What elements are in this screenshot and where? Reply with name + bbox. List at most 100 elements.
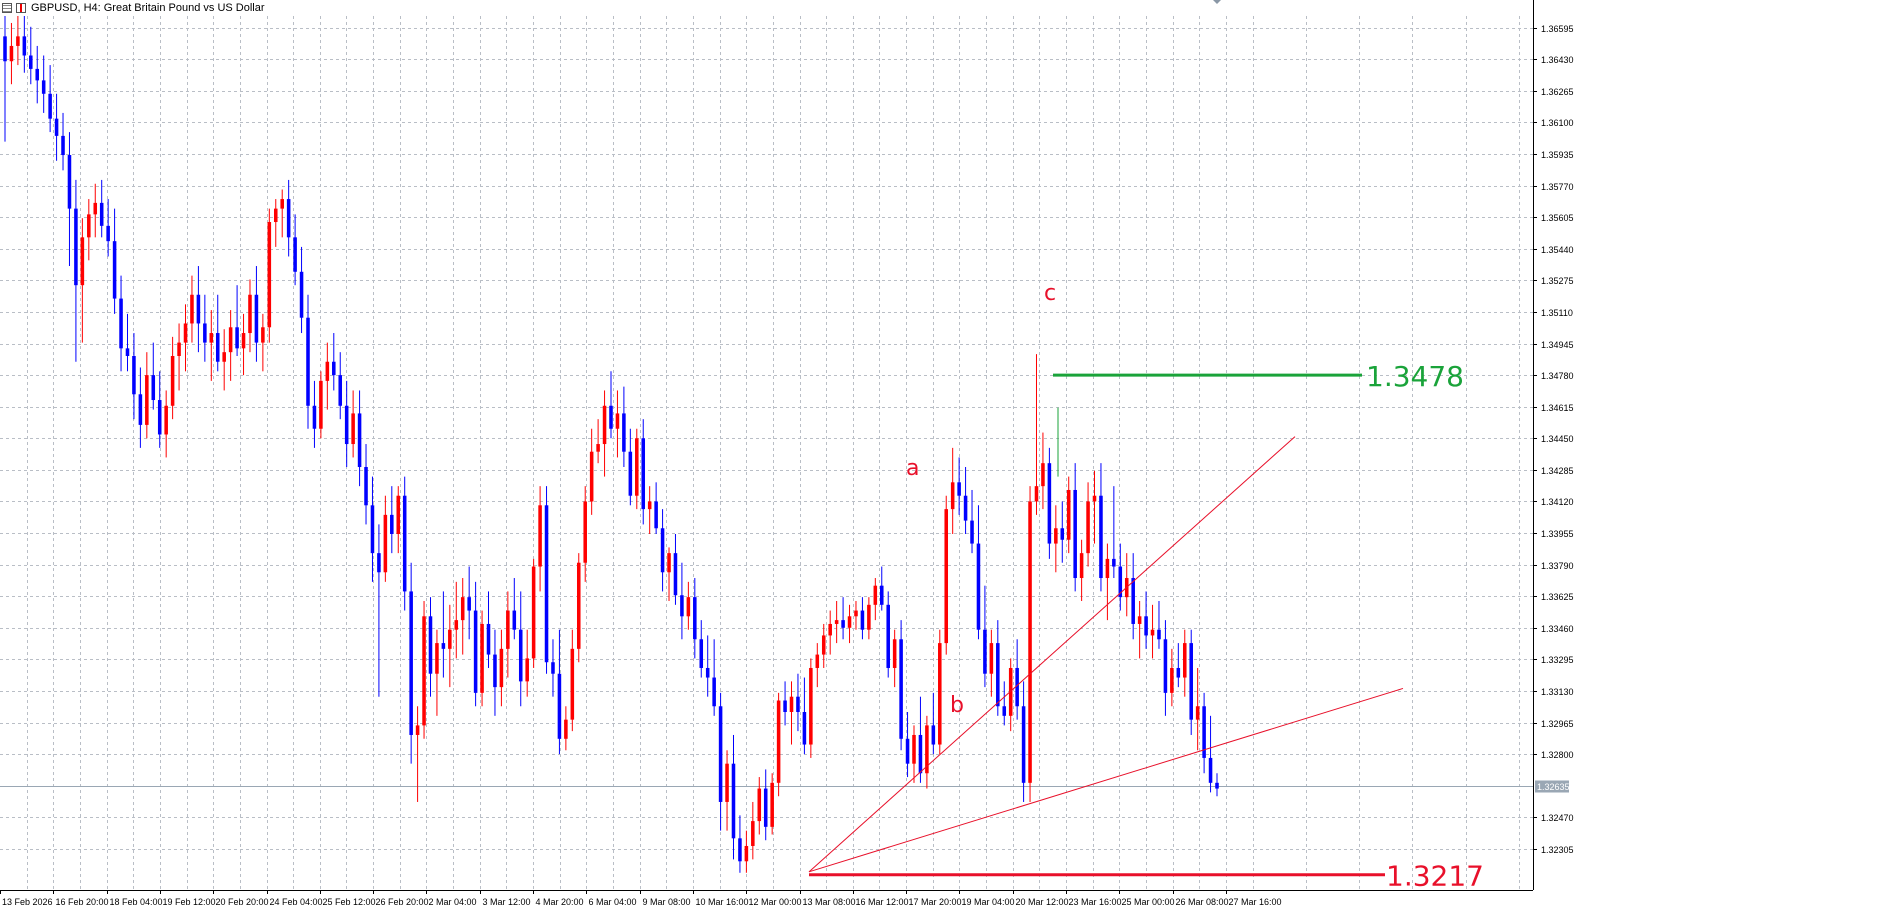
candle-bear	[41, 80, 46, 94]
candle-bear	[1118, 566, 1123, 598]
x-tick-label: 24 Feb 04:00	[270, 897, 323, 907]
candle-bear	[441, 643, 446, 649]
candle-bear	[54, 118, 59, 136]
trend-line[interactable]	[808, 436, 1296, 873]
candle-bull	[525, 658, 529, 682]
candle-bear	[390, 514, 394, 534]
candle-bull	[415, 725, 420, 735]
candle-bull	[499, 648, 504, 688]
candle-bull	[1105, 558, 1110, 579]
wave-label-a: a	[906, 456, 919, 481]
candle-bear	[796, 696, 800, 712]
candle-bear	[654, 501, 658, 529]
candle-bull	[1137, 616, 1142, 624]
candle-bull	[261, 327, 265, 343]
x-tick-label: 9 Mar 08:00	[643, 897, 691, 907]
wave-label-c: c	[1044, 281, 1056, 306]
candle-bull	[809, 667, 813, 745]
candlestick-icon[interactable]	[16, 3, 26, 13]
candle-bull	[1066, 489, 1071, 540]
candle-bear	[551, 662, 555, 674]
chart-grid-icon[interactable]	[2, 3, 12, 13]
y-tick-label: 1.34450	[1541, 434, 1574, 444]
trend-line[interactable]	[808, 687, 1404, 873]
candle-bull	[267, 222, 272, 328]
candle-bear	[1099, 495, 1103, 579]
candle-bear	[99, 202, 104, 226]
price-axis[interactable]: 1.36595 1.36430 1.36265 1.36100 1.35935 1.357…	[1533, 24, 1574, 855]
x-tick-label: 25 Feb 12:00	[323, 897, 376, 907]
candle-bear	[61, 135, 65, 156]
candle-bull	[241, 333, 246, 349]
candle-bull	[847, 616, 852, 628]
candle-bull	[892, 639, 897, 668]
y-tick-label: 1.35605	[1541, 213, 1574, 223]
x-tick-label: 25 Mar 00:00	[1122, 897, 1175, 907]
candle-bear	[1021, 706, 1026, 783]
candle-bear	[293, 237, 297, 272]
candle-bear	[1202, 706, 1206, 758]
candle-bull	[460, 597, 465, 621]
candle-bull	[9, 45, 14, 62]
x-tick-label: 10 Mar 16:00	[696, 897, 749, 907]
candle-bear	[931, 725, 936, 745]
candle-bear	[860, 610, 865, 630]
candle-bear	[886, 604, 890, 668]
y-tick-label: 1.32965	[1541, 719, 1574, 729]
time-axis[interactable]: 13 Feb 2026 16 Feb 20:00 18 Feb 04:00 19 Fe…	[0, 890, 1282, 907]
candle-bull	[506, 610, 510, 649]
candle-bear	[235, 327, 239, 349]
candle-bull	[1079, 553, 1084, 579]
candle-bear	[377, 553, 381, 573]
candle-bull	[1195, 706, 1200, 720]
candle-bull	[87, 214, 91, 238]
candle-bear	[196, 294, 201, 324]
candle-bull	[538, 505, 542, 567]
candle-bear	[660, 528, 665, 573]
candle-bull	[422, 616, 426, 726]
grid	[0, 16, 1533, 890]
candle-bull	[1008, 667, 1013, 716]
candle-bull	[867, 604, 871, 630]
candle-bear	[1112, 558, 1116, 567]
x-tick-label: 6 Mar 04:00	[589, 897, 637, 907]
candle-bear	[699, 639, 704, 668]
y-tick-label: 1.32470	[1541, 813, 1574, 823]
candle-bear	[970, 520, 974, 544]
candle-bear	[1073, 489, 1077, 579]
candle-bear	[1157, 629, 1161, 640]
candle-bull	[351, 413, 355, 445]
candle-bull	[776, 700, 781, 783]
candle-bear	[712, 677, 716, 707]
x-tick-label: 3 Mar 12:00	[483, 897, 531, 907]
resistance-level-label: 1.3478	[1366, 360, 1464, 393]
candle-bull	[145, 375, 149, 425]
candle-bear	[841, 620, 845, 628]
candle-bull	[480, 623, 484, 693]
candle-bull	[190, 294, 194, 324]
candle-bear	[718, 706, 723, 802]
candle-bull	[757, 788, 762, 822]
candle-bear	[1144, 616, 1148, 636]
y-tick-label: 1.34780	[1541, 371, 1574, 381]
y-tick-label: 1.35275	[1541, 276, 1574, 286]
chart-shift-marker-icon[interactable]	[1213, 0, 1221, 4]
candle-bull	[1028, 501, 1032, 783]
current-price-label-bg	[1535, 780, 1569, 793]
x-tick-label: 18 Feb 04:00	[110, 897, 163, 907]
candle-bear	[357, 413, 362, 468]
x-tick-label: 13 Feb 2026	[2, 897, 53, 907]
candle-bear	[963, 495, 968, 521]
x-tick-label: 27 Mar 16:00	[1229, 897, 1282, 907]
wave-label-b: b	[950, 693, 964, 718]
y-tick-label: 1.35935	[1541, 150, 1574, 160]
x-tick-label: 19 Mar 04:00	[962, 897, 1015, 907]
candle-bear	[428, 616, 433, 674]
candle-bull	[725, 763, 729, 802]
candle-bear	[1131, 578, 1135, 624]
candle-bear	[899, 639, 903, 739]
candle-bear	[112, 241, 117, 299]
candle-bull	[635, 438, 639, 496]
candle-bull	[435, 643, 439, 674]
